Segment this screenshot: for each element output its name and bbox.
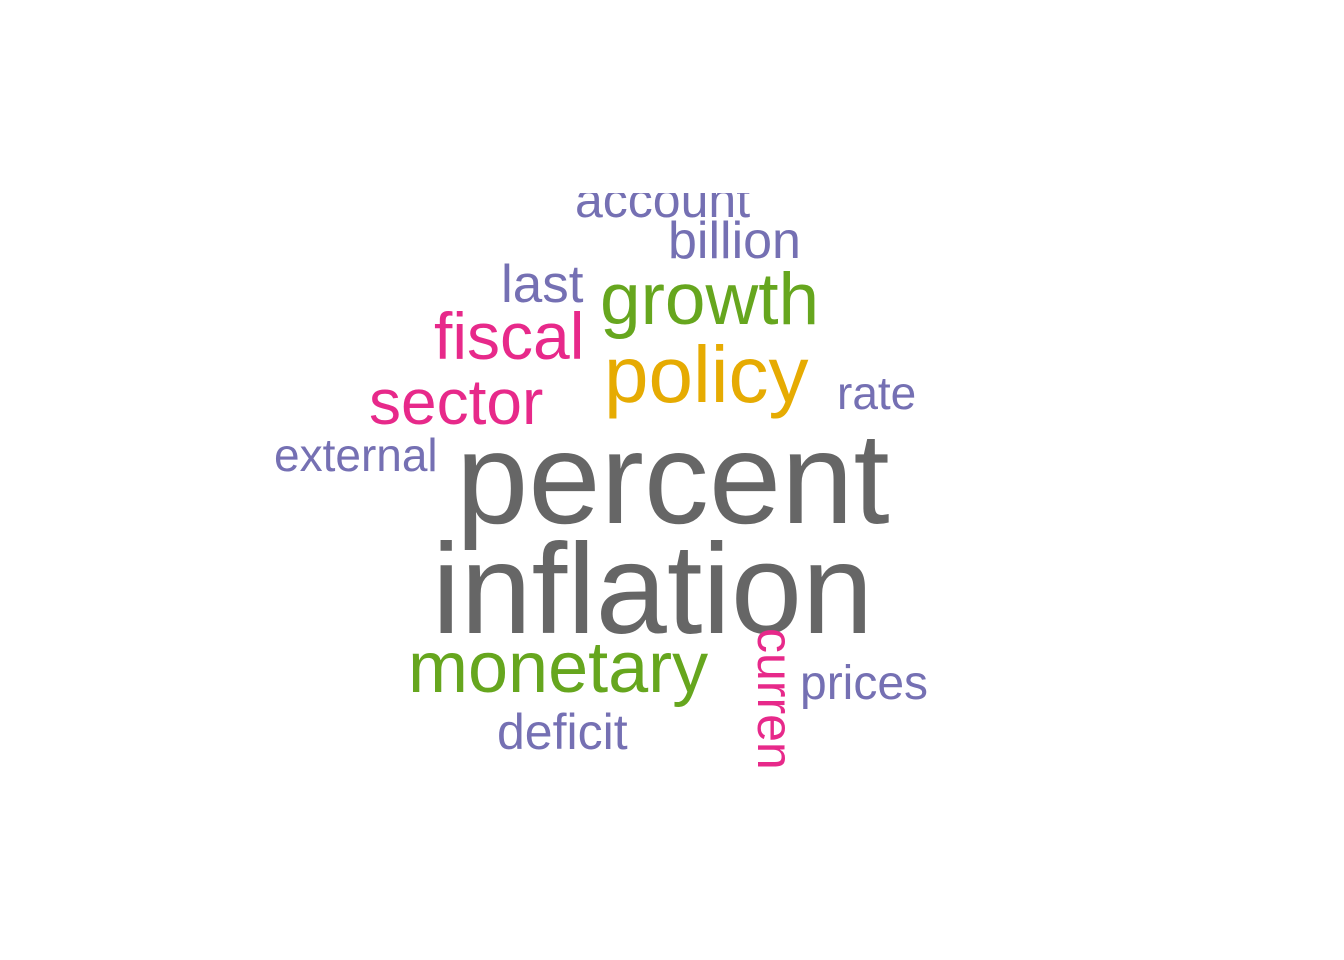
word-sector: sector (369, 366, 544, 438)
word-current-clip: current (750, 628, 805, 770)
word-last: last (501, 255, 584, 314)
word-prices: prices (800, 657, 929, 710)
word-inflation: inflation (432, 518, 874, 661)
word-fiscal: fiscal (434, 299, 585, 373)
word-deficit: deficit (497, 704, 628, 760)
word-current: current (750, 628, 803, 770)
word-account-clip: account (560, 193, 790, 218)
word-rate: rate (837, 367, 917, 419)
word-account: account (575, 193, 750, 218)
word-growth: growth (600, 259, 820, 340)
word-percent: percent (456, 405, 890, 551)
word-billion: billion (668, 212, 801, 270)
word-policy: policy (604, 330, 809, 419)
word-monetary: monetary (408, 628, 709, 708)
word-external: external (274, 429, 438, 481)
